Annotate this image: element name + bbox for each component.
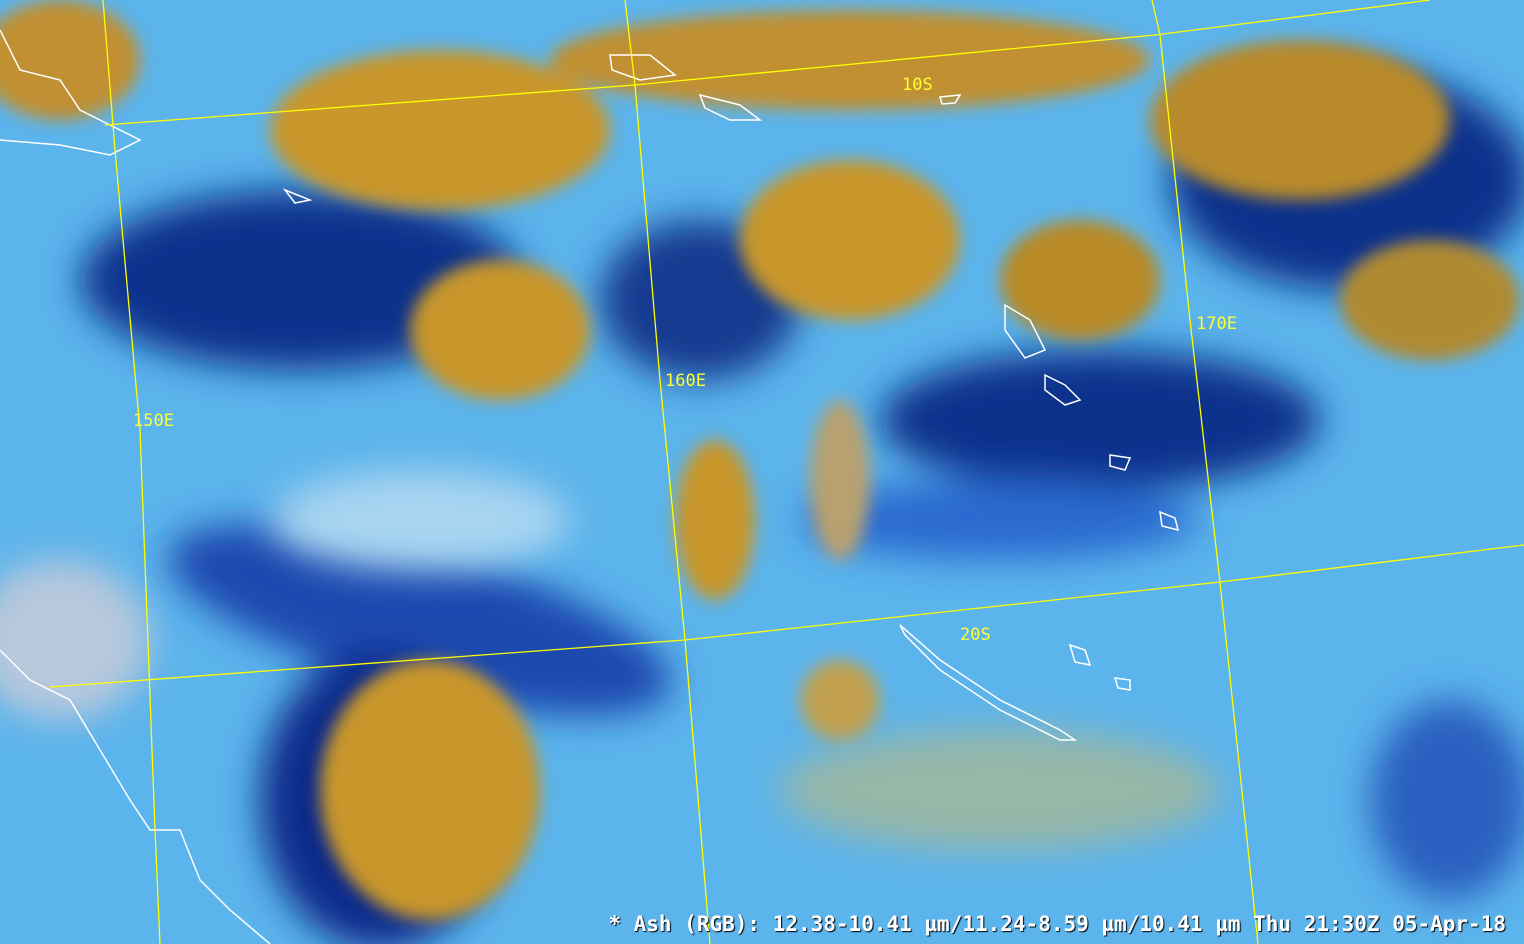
label-150e: 150E: [133, 411, 174, 431]
grid-line-20s: [49, 544, 1524, 688]
grid-line-10s: [104, 0, 1431, 126]
label-20s: 20S: [960, 625, 991, 645]
label-10s: 10S: [902, 75, 933, 95]
grid-line-160e: [624, 0, 711, 944]
label-160e: 160E: [665, 371, 706, 391]
light-cloud-regions: [0, 470, 1220, 850]
ash-cloud-regions: [0, 0, 1520, 920]
label-170e: 170E: [1196, 314, 1237, 334]
grid-line-170e: [1151, 0, 1259, 944]
lat-lon-grid: [49, 0, 1524, 944]
grid-line-150e: [102, 0, 161, 944]
image-caption: * Ash (RGB): 12.38-10.41 µm/11.24-8.59 µ…: [608, 912, 1506, 936]
